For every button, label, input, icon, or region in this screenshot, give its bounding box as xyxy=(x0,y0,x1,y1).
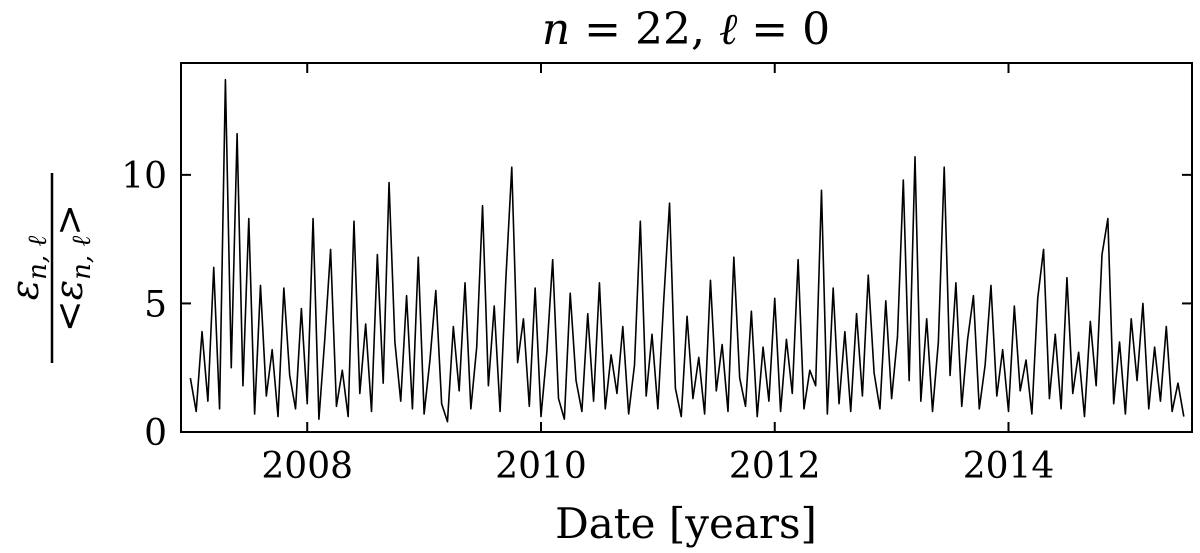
chart-title: n = 22, ℓ = 0 xyxy=(542,4,830,55)
plot-frame xyxy=(180,62,1193,433)
y-axis-label: εn, ℓ <εn, ℓ> xyxy=(3,173,97,363)
bracket: < xyxy=(47,300,91,332)
x-axis-label: Date [years] xyxy=(555,499,817,548)
symbol: ε xyxy=(3,280,47,300)
title-eq: = 0 xyxy=(737,4,830,55)
y-label-numerator: εn, ℓ xyxy=(3,236,53,301)
subscript: n, ℓ xyxy=(67,236,97,280)
x-tick-label: 2010 xyxy=(495,446,587,487)
x-tick-label: 2014 xyxy=(963,446,1055,487)
y-tick-label: 0 xyxy=(144,413,167,454)
series-line xyxy=(189,78,1185,423)
y-tick-label: 5 xyxy=(144,284,167,325)
title-n: n xyxy=(542,4,570,55)
subscript: n, ℓ xyxy=(23,236,53,280)
title-eq: = 22, xyxy=(570,4,719,55)
y-label-denominator: <εn, ℓ> xyxy=(47,204,97,332)
y-tick-label: 10 xyxy=(121,156,167,197)
symbol: ε xyxy=(47,280,91,300)
title-l: ℓ xyxy=(719,4,738,55)
x-tick-label: 2008 xyxy=(261,446,353,487)
bracket: > xyxy=(47,204,91,236)
x-tick-label: 2012 xyxy=(729,446,821,487)
